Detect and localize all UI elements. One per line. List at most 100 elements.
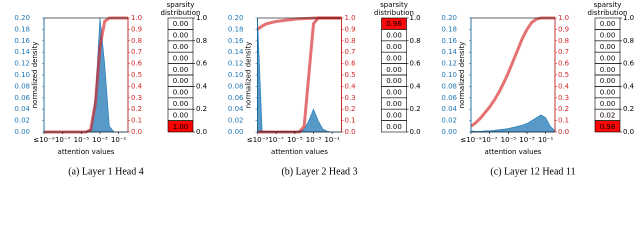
sparsity-label: 0.96	[386, 20, 402, 28]
x-tick-label: 10⁻³	[306, 136, 322, 144]
y2-tick-label: 0.2	[131, 105, 142, 113]
sparsity-label: 0.00	[386, 100, 402, 108]
x-tick-label: 10⁻¹	[324, 136, 340, 144]
y-tick-label: 0.20	[441, 14, 457, 22]
x-tick-label: 10⁻⁷	[482, 136, 498, 144]
sparsity-label: 0.00	[600, 20, 616, 28]
y-tick-label: 0.06	[14, 94, 30, 102]
y2-tick-label: 0.4	[558, 82, 570, 90]
sparsity-label: 0.00	[600, 54, 616, 62]
sparsity-tick-label: 0.0	[623, 128, 634, 136]
y-tick-label: 0.18	[14, 25, 30, 33]
y-tick-label: 0.06	[441, 94, 457, 102]
figure: 0.00 0.02 0.04 0.06 0.08 0.10 0.12 0.14 0.16 0.18…	[14, 1, 635, 177]
y-axis-label: normalized density	[31, 42, 39, 109]
y2-tick-label: 0.6	[558, 60, 570, 68]
sparsity-label: 0.00	[600, 66, 616, 74]
y-tick-label: 0.10	[14, 71, 30, 79]
sparsity-tick-label: 0.8	[410, 37, 421, 45]
y2-tick-label: 0.4	[131, 82, 143, 90]
x-tick-label: 10⁻¹	[111, 136, 127, 144]
sparsity-tick-label: 0.6	[623, 60, 635, 68]
y-tick-label: 0.08	[441, 82, 457, 90]
y2-tick-label: 0.7	[131, 48, 142, 56]
cdf-line	[256, 16, 342, 31]
sparsity-label: 0.00	[173, 100, 189, 108]
cdf-line	[470, 16, 555, 128]
caption: (b) Layer 2 Head 3	[281, 166, 357, 177]
caption: (a) Layer 1 Head 4	[68, 166, 144, 177]
y-tick-label: 0.00	[441, 128, 457, 136]
sparsity-label: 0.00	[386, 54, 402, 62]
plot-frame	[257, 17, 342, 133]
x-tick-label: ≤10⁻⁹	[247, 136, 268, 144]
sparsity-label: 0.00	[600, 100, 616, 108]
density-area	[257, 17, 342, 133]
y-tick-label: 0.12	[228, 60, 244, 68]
y2-tick-label: 0.1	[558, 117, 569, 125]
sparsity-label: 0.00	[386, 123, 402, 131]
y2-tick-label: 0.8	[131, 37, 142, 45]
y2-tick-label: 0.3	[131, 94, 142, 102]
x-tick-label: 10⁻⁷	[268, 136, 284, 144]
sparsity-label: 0.00	[600, 77, 616, 85]
sparsity-label: 0.00	[600, 89, 616, 97]
sparsity-label: 1.00	[173, 123, 189, 131]
sparsity-title: sparsity distribution	[587, 1, 628, 17]
y-tick-label: 0.02	[441, 117, 457, 125]
y-tick-label: 0.14	[228, 48, 244, 56]
sparsity-tick-label: 1.0	[196, 14, 207, 22]
y2-tick-label: 0.5	[131, 71, 142, 79]
y-tick-label: 0.16	[14, 37, 30, 45]
sparsity-tick-label: 1.0	[623, 14, 634, 22]
cdf-line	[257, 16, 342, 134]
sparsity-label: 0.02	[600, 111, 616, 119]
charts: 0.00 0.02 0.04 0.06 0.08 0.10 0.12 0.14 0.16 0.18…	[14, 14, 635, 177]
sparsity-label: 0.00	[386, 43, 402, 51]
y-tick-label: 0.00	[228, 128, 244, 136]
sparsity-tick-label: 0.8	[196, 37, 207, 45]
y2-tick-label: 0.8	[345, 37, 356, 45]
y2-tick-label: 0.4	[345, 82, 357, 90]
x-tick-label: 10⁻³	[519, 136, 535, 144]
y2-tick-label: 0.9	[345, 25, 356, 33]
y2-tick-label: 0.0	[558, 128, 569, 136]
x-tick-label: 10⁻⁵	[287, 136, 303, 144]
x-tick-label: 10⁻⁷	[55, 136, 71, 144]
sparsity-tick-label: 0.2	[196, 105, 207, 113]
x-tick-label: ≤10⁻⁹	[460, 136, 481, 144]
y-tick-label: 0.06	[228, 94, 244, 102]
sparsity-tick-label: 0.6	[410, 60, 422, 68]
y-tick-label: 0.02	[228, 117, 244, 125]
sparsity-title: sparsity distribution	[374, 1, 414, 17]
y-tick-label: 0.00	[14, 128, 30, 136]
sparsity-tick-label: 0.2	[623, 105, 634, 113]
sparsity-label: 0.00	[173, 20, 189, 28]
y2-tick-label: 0.5	[345, 71, 356, 79]
y2-tick-label: 0.9	[558, 25, 569, 33]
y2-tick-label: 0.0	[345, 128, 356, 136]
sparsity-label: 0.00	[386, 32, 402, 40]
y2-tick-label: 1.0	[345, 14, 356, 22]
x-axis-label: attention values	[485, 148, 542, 156]
y-axis-label: normalized density	[458, 42, 466, 109]
y-tick-label: 0.10	[441, 71, 457, 79]
y-tick-label: 0.04	[228, 105, 244, 113]
sparsity-label: 0.00	[173, 54, 189, 62]
sparsity-label: 0.00	[173, 89, 189, 97]
x-tick-label: 10⁻¹	[538, 136, 554, 144]
y-tick-label: 0.16	[441, 37, 457, 45]
y-tick-label: 0.18	[228, 25, 244, 33]
x-axis-label: attention values	[58, 148, 115, 156]
sparsity-cell	[594, 17, 621, 30]
y2-tick-label: 0.1	[131, 117, 142, 125]
cdf-line	[44, 16, 128, 134]
y-tick-label: 0.14	[14, 48, 30, 56]
sparsity-label: 0.00	[386, 66, 402, 74]
sparsity-tick-label: 0.6	[196, 60, 208, 68]
sparsity-label: 0.98	[600, 123, 616, 131]
sparsity-tick-label: 0.0	[196, 128, 207, 136]
sparsity-tick-label: 0.8	[623, 37, 634, 45]
sparsity-title: sparsity distribution	[160, 1, 201, 17]
y-tick-label: 0.12	[441, 60, 457, 68]
